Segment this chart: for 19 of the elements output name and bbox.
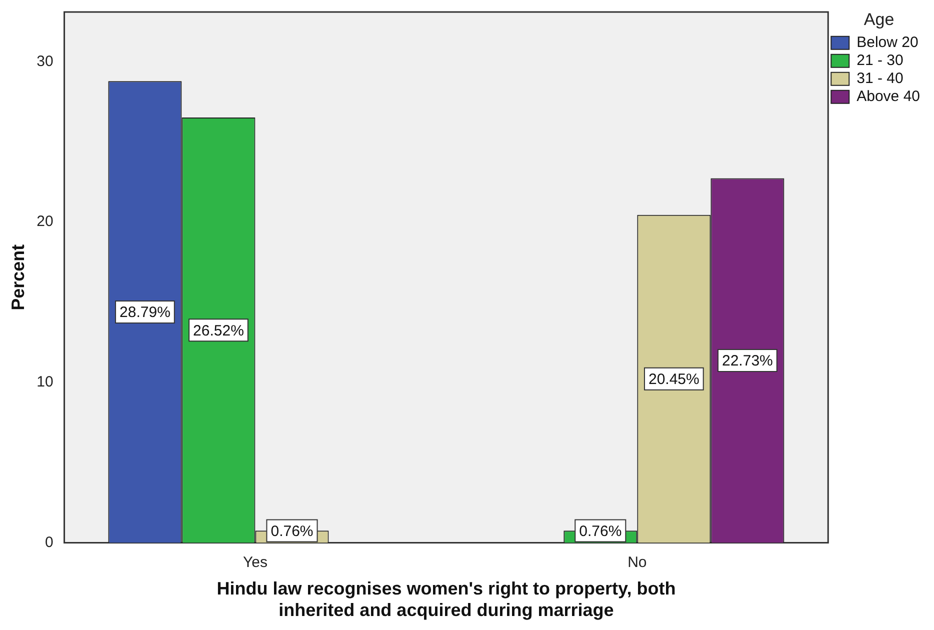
- legend-label: 31 - 40: [856, 70, 904, 88]
- data-label: 22.73%: [722, 352, 773, 370]
- x-tick-label: No: [628, 554, 647, 571]
- y-tick-label: 30: [36, 52, 54, 70]
- y-axis-title: Percent: [8, 244, 28, 310]
- data-label: 28.79%: [120, 304, 170, 322]
- data-label: 26.52%: [193, 322, 244, 340]
- y-tick-label: 20: [36, 213, 54, 230]
- data-label: 20.45%: [648, 370, 700, 388]
- x-axis-title: Hindu law recognises women's right to property, both inherited and acquired during marriage: [216, 578, 676, 620]
- legend-title: Age: [864, 10, 894, 30]
- x-tick-label: Yes: [243, 554, 268, 571]
- legend-label: Below 20: [856, 34, 918, 52]
- legend-label: 21 - 30: [856, 52, 904, 70]
- data-label: 0.76%: [579, 522, 622, 540]
- y-tick-label: 10: [36, 374, 54, 391]
- legend-label: Above 40: [856, 88, 920, 106]
- data-label: 0.76%: [270, 522, 314, 540]
- y-tick-label: 0: [44, 534, 54, 551]
